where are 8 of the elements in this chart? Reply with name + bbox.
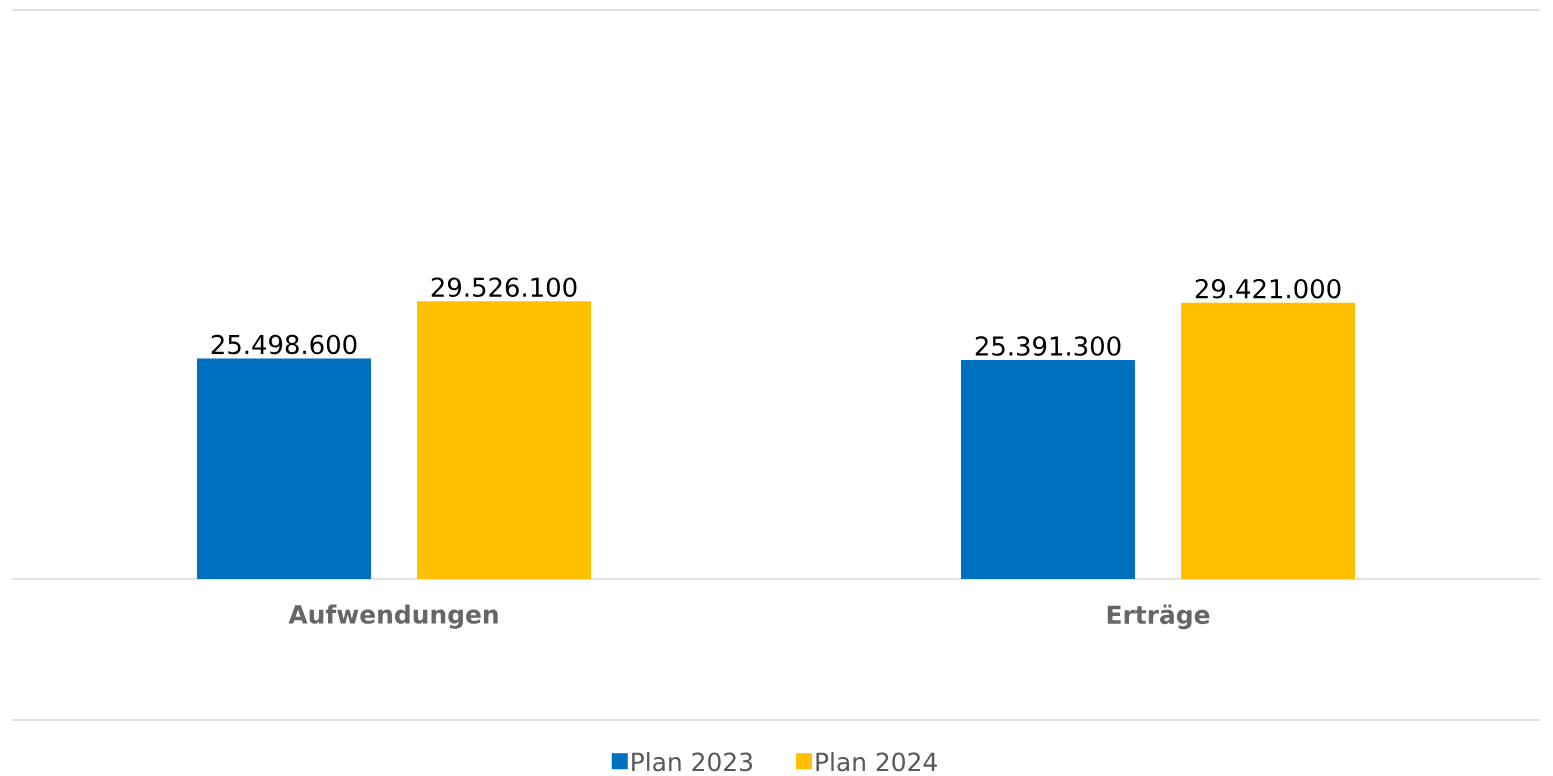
data-label: 29.421.000 (1195, 278, 1341, 299)
data-label: 25.391.300 (975, 336, 1121, 356)
data-label: 29.526.100 (431, 277, 577, 298)
legend-label: Plan 2023 (632, 752, 753, 772)
x-tick-label: Erträge (1107, 604, 1210, 630)
data-label: 25.498.600 (211, 334, 357, 355)
legend-label: Plan 2024 (816, 752, 937, 772)
x-tick-label: Aufwendungen (288, 604, 498, 629)
